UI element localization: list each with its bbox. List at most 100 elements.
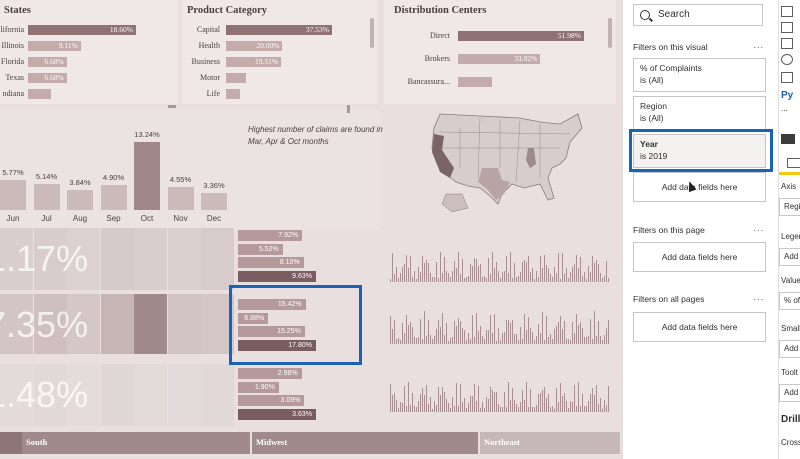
month-chart[interactable]: Highest number of claims are found in Ma… bbox=[0, 110, 383, 230]
heat-cell[interactable] bbox=[134, 228, 167, 290]
category-bar[interactable] bbox=[226, 73, 246, 83]
month-column[interactable] bbox=[100, 184, 127, 210]
sparkline-bar bbox=[486, 396, 487, 412]
sparkline-bar bbox=[450, 407, 451, 412]
filter-search-input[interactable]: Search bbox=[633, 4, 763, 26]
filter-card-region[interactable]: Region is (All) bbox=[633, 96, 766, 130]
small-bar[interactable] bbox=[238, 312, 269, 324]
matrix-icon[interactable] bbox=[781, 22, 793, 33]
heat-cell[interactable] bbox=[167, 294, 201, 354]
heat-cell[interactable] bbox=[33, 294, 67, 354]
small-multiples-well[interactable]: Add bbox=[779, 340, 800, 358]
tooltips-well[interactable]: Add bbox=[779, 384, 800, 402]
state-bar[interactable] bbox=[28, 25, 136, 35]
small-bar[interactable] bbox=[238, 299, 306, 310]
heat-cell[interactable] bbox=[67, 228, 100, 290]
scrollbar[interactable] bbox=[370, 18, 374, 48]
heat-cell[interactable] bbox=[134, 294, 167, 354]
axis-well[interactable]: Regio bbox=[779, 198, 800, 216]
month-column[interactable] bbox=[33, 183, 60, 210]
add-fields-visual[interactable]: Add data fields here bbox=[633, 172, 766, 202]
card-icon[interactable] bbox=[781, 72, 793, 83]
fields-tab-icon[interactable] bbox=[787, 158, 800, 168]
heat-cell[interactable] bbox=[67, 294, 100, 354]
add-fields-page[interactable]: Add data fields here bbox=[633, 242, 766, 272]
kpi-icon[interactable] bbox=[781, 38, 793, 49]
region-midwest[interactable]: Midwest bbox=[252, 432, 478, 454]
heat-cell[interactable] bbox=[33, 364, 67, 426]
small-bar[interactable] bbox=[238, 257, 304, 268]
heat-cell[interactable] bbox=[0, 294, 33, 354]
distribution-bar[interactable] bbox=[458, 31, 584, 41]
python-visual-icon[interactable]: Py bbox=[781, 90, 794, 101]
heat-cell[interactable] bbox=[201, 364, 234, 426]
us-map[interactable] bbox=[420, 108, 590, 218]
states-card[interactable]: States alifornia 18.60% Illinois 9.11% Flori… bbox=[0, 0, 178, 104]
sparkline-bar bbox=[538, 323, 539, 344]
category-bar[interactable] bbox=[226, 25, 332, 35]
heat-cell[interactable] bbox=[67, 364, 100, 426]
scrollbar[interactable] bbox=[608, 18, 612, 48]
small-bar[interactable] bbox=[238, 230, 303, 241]
state-bar[interactable] bbox=[28, 41, 81, 51]
heat-cell[interactable] bbox=[167, 228, 201, 290]
small-bar[interactable] bbox=[238, 395, 305, 406]
region-northeast[interactable]: Northeast bbox=[480, 432, 620, 454]
heat-cell[interactable] bbox=[167, 364, 201, 426]
heat-cell[interactable] bbox=[33, 228, 67, 290]
filter-card-state: is 2019 bbox=[640, 151, 668, 161]
category-bar[interactable] bbox=[226, 89, 241, 99]
heat-cell[interactable] bbox=[100, 228, 134, 290]
small-bar[interactable] bbox=[238, 243, 283, 255]
distribution-bar[interactable] bbox=[458, 77, 493, 87]
month-column[interactable] bbox=[201, 192, 227, 210]
small-bar-value: 2.96% bbox=[277, 370, 298, 377]
state-bar[interactable] bbox=[28, 73, 67, 83]
map-states-shape bbox=[431, 113, 583, 205]
sparkline-bar bbox=[604, 400, 605, 412]
distribution-card[interactable]: Distribution Centers Direct 51.98% Brokers… bbox=[384, 0, 616, 104]
heat-cell[interactable] bbox=[0, 364, 33, 426]
month-column[interactable] bbox=[134, 142, 160, 210]
legend-well[interactable]: Add bbox=[779, 248, 800, 266]
small-bar[interactable] bbox=[238, 339, 316, 351]
heat-cell[interactable] bbox=[134, 364, 167, 426]
small-bar[interactable] bbox=[238, 326, 305, 337]
resize-handle[interactable] bbox=[347, 105, 350, 113]
filter-card-year[interactable]: Year is 2019 bbox=[633, 134, 766, 168]
sparkline-bar bbox=[454, 320, 455, 344]
state-bar[interactable] bbox=[28, 57, 67, 67]
more-options-icon[interactable]: ... bbox=[753, 223, 764, 233]
category-bar[interactable] bbox=[226, 57, 282, 67]
resize-handle[interactable] bbox=[168, 105, 176, 108]
month-column[interactable] bbox=[167, 186, 194, 210]
month-column[interactable] bbox=[67, 190, 93, 210]
heat-cell[interactable] bbox=[100, 294, 134, 354]
small-bar[interactable] bbox=[238, 270, 316, 282]
small-bar[interactable] bbox=[238, 381, 279, 393]
more-visuals-icon[interactable]: ... bbox=[781, 104, 788, 113]
heat-cell[interactable] bbox=[100, 364, 134, 426]
region-south[interactable]: South bbox=[0, 432, 250, 454]
globe-icon[interactable] bbox=[781, 54, 793, 65]
more-options-icon[interactable]: ... bbox=[753, 292, 764, 302]
add-fields-all-pages[interactable]: Add data fields here bbox=[633, 312, 766, 342]
heat-cell[interactable] bbox=[0, 228, 33, 290]
sparkline-bar bbox=[466, 340, 467, 344]
month-column[interactable] bbox=[0, 180, 26, 210]
category-bar[interactable] bbox=[226, 41, 283, 51]
heat-cell[interactable] bbox=[201, 294, 234, 354]
product-category-card[interactable]: Product Category Capital 37.53% Health 20.0… bbox=[182, 0, 378, 104]
values-well[interactable]: % of bbox=[779, 292, 800, 310]
sparkline-bar bbox=[522, 262, 523, 282]
small-bar[interactable] bbox=[238, 408, 316, 420]
table-icon[interactable] bbox=[781, 6, 793, 17]
filter-card-complaints[interactable]: % of Complaints is (All) bbox=[633, 58, 766, 92]
small-bar[interactable] bbox=[238, 368, 302, 379]
state-bar[interactable] bbox=[28, 89, 52, 99]
distribution-bar[interactable] bbox=[458, 54, 541, 64]
more-options-icon[interactable]: ... bbox=[753, 40, 764, 50]
custom-visual-icon[interactable] bbox=[781, 134, 795, 144]
sparkline-bar bbox=[404, 332, 405, 344]
heat-cell[interactable] bbox=[201, 228, 234, 290]
